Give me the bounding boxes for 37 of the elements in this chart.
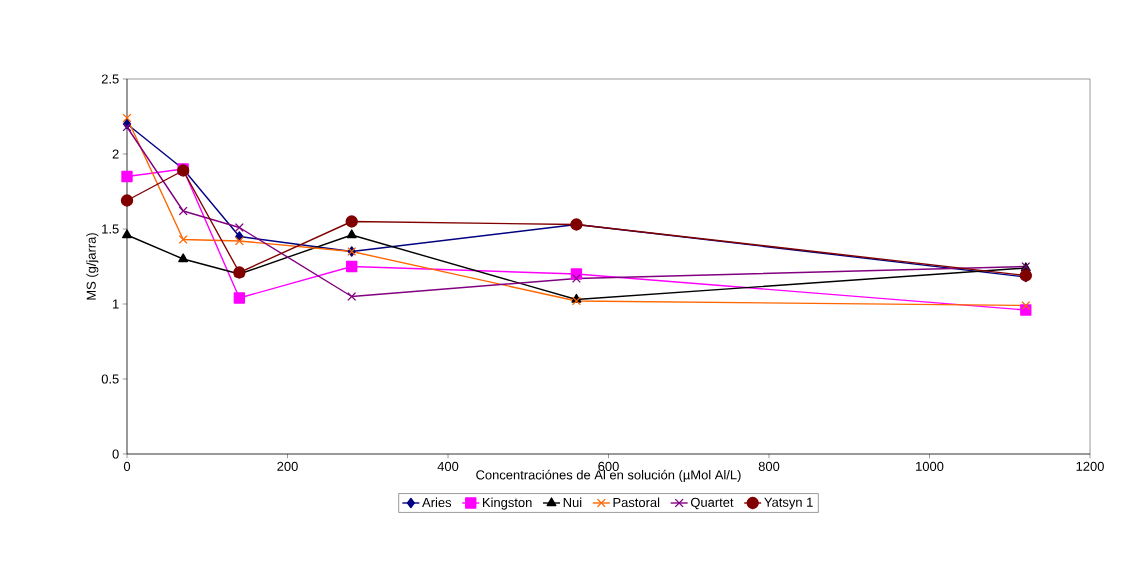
point [346,260,358,273]
legend-label: Aries [422,497,452,508]
point [178,234,188,245]
point [178,206,188,216]
x-tick-label: 200 [277,461,298,471]
x-tick-label: 600 [598,461,619,471]
y-axis-title: MS (g/jarra) [86,233,99,300]
point [345,215,358,228]
y-tick-label: 0.5 [101,374,119,384]
point [120,194,134,207]
x-tick-label: 0 [123,461,131,471]
x-tick-label: 1000 [916,461,944,471]
point [233,292,246,304]
y-tick-label: 1.5 [102,224,119,234]
point [1021,300,1031,311]
legend-label: Quartet [690,497,734,510]
y-tick-label: 1 [113,299,119,309]
point [234,236,244,246]
point [122,122,132,132]
point [571,273,581,284]
legend-label: Yatsyn 1 [764,497,813,510]
point [347,291,357,302]
point [234,222,244,233]
x-tick-label: 800 [758,461,780,471]
y-tick-label: 2.5 [101,74,119,84]
x-tick-label: 400 [437,461,459,471]
legend-label: Nui [563,497,582,508]
y-tick-label: 0 [112,449,119,459]
point [122,113,132,123]
y-tick-label: 2 [112,149,119,159]
point [121,170,133,183]
legend-label: Kingston [483,497,532,510]
x-tick-label: 1200 [1076,461,1104,471]
legend-label: Pastoral [613,497,660,508]
point [178,253,189,263]
point [346,229,357,239]
point [121,229,133,239]
